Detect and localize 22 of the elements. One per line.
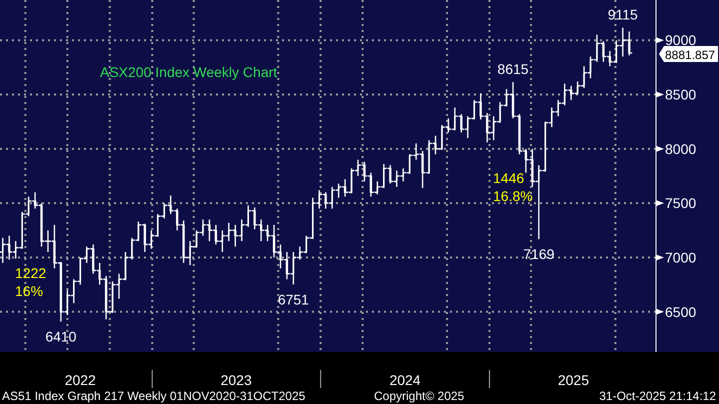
annotation: 7169 — [523, 246, 555, 262]
annotation: 8615 — [497, 61, 529, 78]
text: ASX200 Index Weekly Chart — [100, 64, 278, 80]
annotation: 6410 — [45, 328, 77, 345]
y-tick-label: 8000 — [665, 140, 696, 157]
y-tick-label: 9000 — [665, 32, 696, 48]
y-tick-label: 7000 — [665, 249, 696, 266]
x-tick-label: 2025 — [558, 372, 590, 388]
text: 31-Oct-2025 21:14:12 — [599, 389, 716, 403]
y-tick-label: 8500 — [665, 86, 696, 103]
annotation: 8881.857 — [665, 48, 716, 62]
annotation: 6751 — [278, 292, 310, 308]
annotation: 9115 — [608, 6, 638, 23]
x-tick-label: 2022 — [64, 372, 96, 388]
annotation: 1446 16.8% — [493, 170, 533, 204]
annotation: 1222 16% — [15, 265, 46, 299]
x-tick-label: 2023 — [220, 372, 252, 388]
text: Copyright© 2025 — [374, 389, 465, 403]
x-tick-label: 2024 — [389, 372, 421, 388]
y-tick-label: 6500 — [665, 304, 696, 320]
text: AS51 Index Graph 217 Weekly 01NOV2020-31OCT2025 — [2, 389, 306, 403]
y-tick-label: 7500 — [665, 195, 696, 212]
